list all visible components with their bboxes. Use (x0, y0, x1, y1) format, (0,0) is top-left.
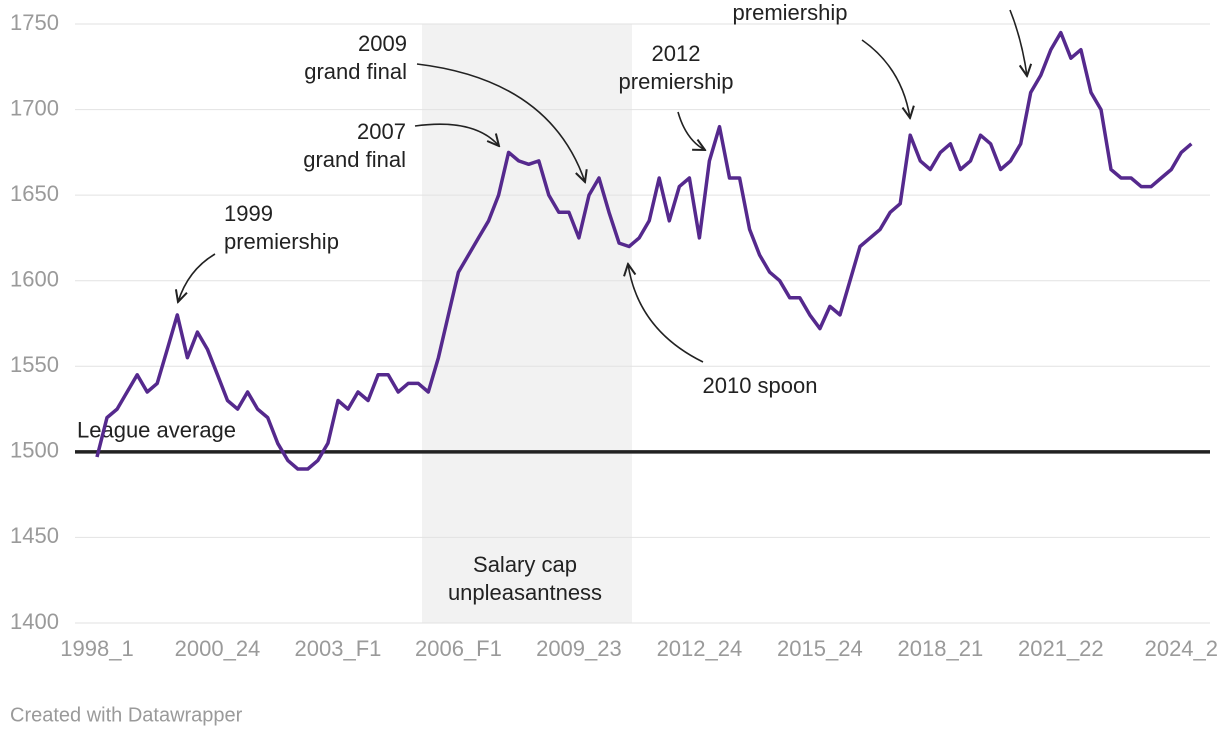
annotation: grand final (304, 59, 407, 84)
annotation: premiership (733, 0, 848, 25)
y-tick-label: 1550 (10, 352, 59, 377)
annotation-arrow (677, 111, 705, 150)
annotation-arrow (414, 123, 499, 146)
annotation: 2007 (357, 119, 406, 144)
annotation: 1999 (224, 201, 273, 226)
x-tick-label: 2009_23 (536, 636, 622, 661)
x-tick-label: 2000_24 (175, 636, 261, 661)
annotation-arrow (178, 253, 216, 302)
shaded-region-label: unpleasantness (448, 580, 602, 605)
x-tick-label: 2024_2 (1145, 636, 1218, 661)
x-tick-label: 2012_24 (657, 636, 743, 661)
annotation-arrow (861, 39, 910, 118)
x-tick-label: 2003_F1 (295, 636, 382, 661)
annotation-arrow (416, 63, 585, 182)
y-tick-label: 1450 (10, 523, 59, 548)
x-tick-label: 2006_F1 (415, 636, 502, 661)
y-tick-label: 1750 (10, 10, 59, 35)
y-tick-label: 1600 (10, 267, 59, 292)
annotation: grand final (303, 147, 406, 172)
annotation-arrow (628, 264, 704, 363)
y-tick-label: 1700 (10, 95, 59, 120)
data-line (95, 30, 1193, 471)
annotation: 2010 spoon (703, 373, 818, 398)
annotation: premiership (224, 229, 339, 254)
y-tick-label: 1400 (10, 609, 59, 634)
x-tick-label: 2015_24 (777, 636, 863, 661)
annotation: 2012 (652, 41, 701, 66)
x-tick-label: 2021_22 (1018, 636, 1104, 661)
y-tick-label: 1650 (10, 181, 59, 206)
annotation: 2009 (358, 31, 407, 56)
annotation: premiership (619, 69, 734, 94)
annotation-arrow (1009, 9, 1027, 76)
y-tick-label: 1500 (10, 438, 59, 463)
x-tick-label: 2018_21 (898, 636, 984, 661)
shaded-region-label: Salary cap (473, 552, 577, 577)
shaded-region (422, 24, 632, 623)
x-tick-label: 1998_1 (60, 636, 133, 661)
footer: Created with Datawrapper (10, 704, 243, 726)
